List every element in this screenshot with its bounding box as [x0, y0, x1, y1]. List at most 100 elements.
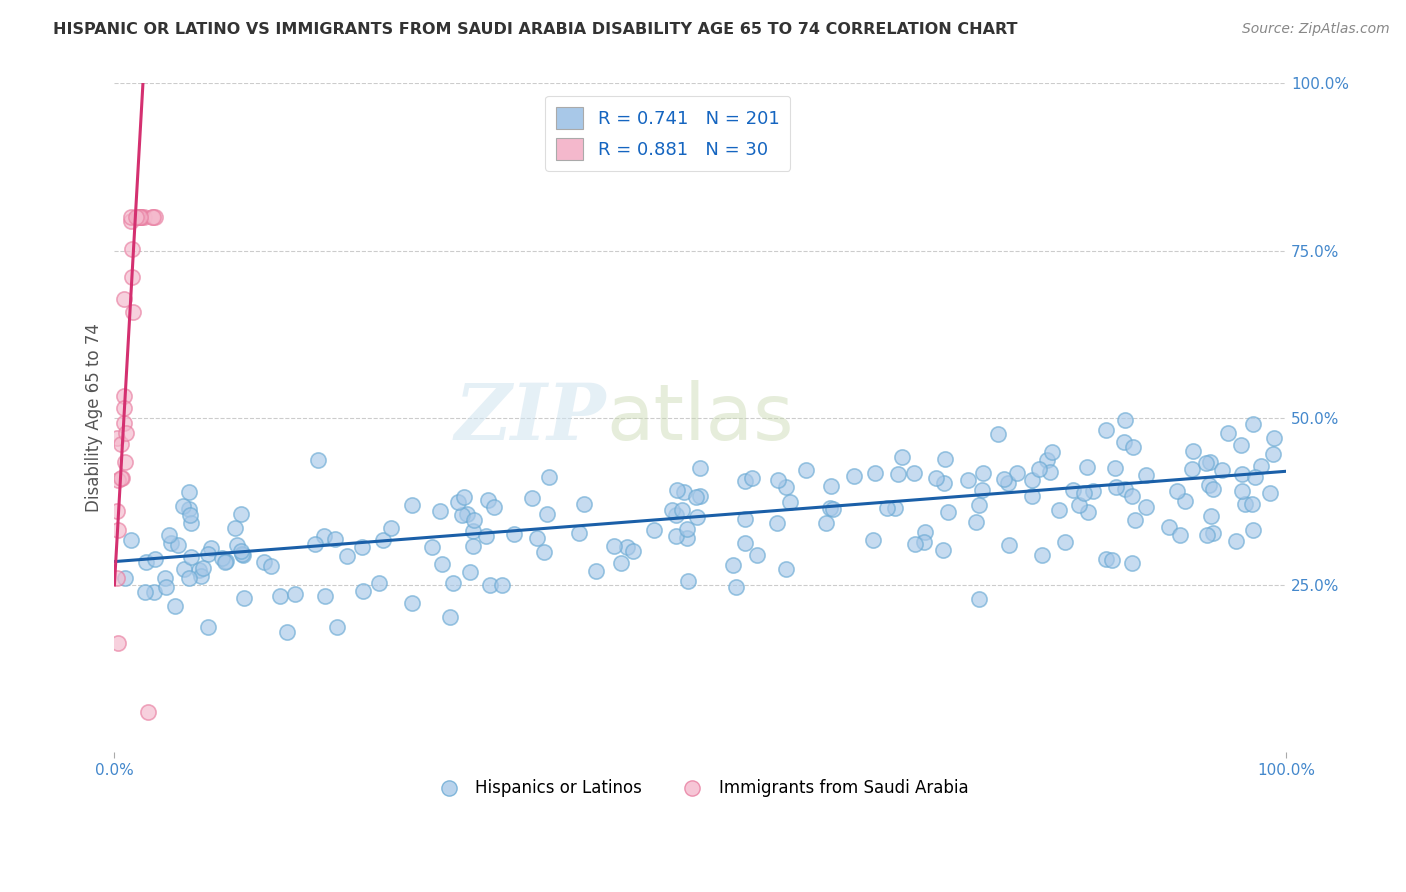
- Point: [934, 475, 956, 490]
- Point: [143, 585, 166, 599]
- Point: [120, 210, 142, 224]
- Point: [823, 502, 845, 516]
- Point: [200, 541, 222, 555]
- Point: [224, 521, 246, 535]
- Point: [458, 565, 481, 579]
- Point: [1201, 482, 1223, 496]
- Point: [1031, 548, 1053, 562]
- Point: [967, 591, 990, 606]
- Point: [914, 525, 936, 540]
- Point: [129, 210, 152, 224]
- Point: [124, 210, 146, 224]
- Point: [1135, 468, 1157, 483]
- Point: [121, 243, 143, 257]
- Point: [478, 578, 501, 592]
- Point: [1021, 473, 1043, 487]
- Point: [1095, 423, 1118, 437]
- Point: [533, 545, 555, 559]
- Point: [1250, 458, 1272, 473]
- Point: [887, 467, 910, 482]
- Point: [304, 537, 326, 551]
- Point: [112, 389, 135, 403]
- Point: [105, 504, 128, 518]
- Point: [229, 507, 252, 521]
- Point: [107, 473, 129, 487]
- Point: [998, 538, 1021, 552]
- Point: [253, 555, 276, 569]
- Point: [814, 516, 837, 530]
- Point: [160, 536, 183, 550]
- Point: [120, 214, 142, 228]
- Point: [1225, 533, 1247, 548]
- Point: [1198, 455, 1220, 469]
- Point: [211, 550, 233, 565]
- Point: [172, 500, 194, 514]
- Point: [685, 491, 707, 505]
- Point: [179, 571, 201, 585]
- Point: [143, 551, 166, 566]
- Point: [538, 470, 561, 484]
- Point: [967, 498, 990, 512]
- Point: [768, 473, 790, 487]
- Point: [689, 460, 711, 475]
- Point: [1216, 426, 1239, 441]
- Point: [1194, 456, 1216, 470]
- Point: [987, 426, 1010, 441]
- Point: [686, 509, 709, 524]
- Point: [463, 540, 485, 554]
- Point: [129, 210, 152, 224]
- Point: [167, 539, 190, 553]
- Point: [1114, 413, 1136, 427]
- Point: [107, 636, 129, 650]
- Point: [179, 508, 201, 522]
- Point: [1170, 528, 1192, 542]
- Point: [110, 471, 132, 485]
- Point: [214, 555, 236, 569]
- Point: [1121, 489, 1143, 503]
- Point: [675, 522, 697, 536]
- Point: [107, 524, 129, 538]
- Point: [177, 502, 200, 516]
- Point: [105, 571, 128, 585]
- Point: [932, 542, 955, 557]
- Point: [112, 401, 135, 416]
- Point: [380, 521, 402, 535]
- Point: [904, 537, 927, 551]
- Point: [269, 589, 291, 603]
- Point: [1077, 505, 1099, 519]
- Point: [1067, 499, 1090, 513]
- Point: [187, 563, 209, 577]
- Point: [1241, 417, 1264, 431]
- Point: [775, 562, 797, 576]
- Point: [676, 574, 699, 589]
- Legend: Hispanics or Latinos, Immigrants from Saudi Arabia: Hispanics or Latinos, Immigrants from Sa…: [425, 772, 976, 804]
- Point: [1263, 431, 1285, 445]
- Point: [891, 450, 914, 464]
- Point: [1233, 498, 1256, 512]
- Point: [1073, 485, 1095, 500]
- Point: [120, 533, 142, 548]
- Point: [818, 500, 841, 515]
- Point: [876, 500, 898, 515]
- Point: [136, 705, 159, 719]
- Point: [456, 507, 478, 521]
- Y-axis label: Disability Age 65 to 74: Disability Age 65 to 74: [86, 324, 103, 512]
- Point: [420, 540, 443, 554]
- Point: [307, 452, 329, 467]
- Point: [903, 467, 925, 481]
- Point: [689, 489, 711, 503]
- Point: [153, 571, 176, 585]
- Point: [610, 556, 633, 570]
- Point: [1047, 503, 1070, 517]
- Point: [775, 480, 797, 494]
- Text: Source: ZipAtlas.com: Source: ZipAtlas.com: [1241, 22, 1389, 37]
- Point: [191, 561, 214, 575]
- Point: [284, 587, 307, 601]
- Point: [477, 493, 499, 508]
- Point: [197, 620, 219, 634]
- Point: [672, 485, 695, 500]
- Point: [482, 500, 505, 514]
- Point: [179, 484, 201, 499]
- Point: [643, 523, 665, 537]
- Point: [536, 507, 558, 521]
